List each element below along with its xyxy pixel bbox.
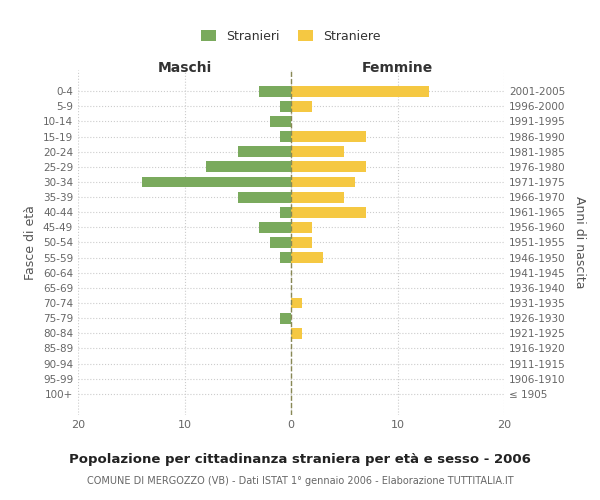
Text: Femmine: Femmine: [362, 61, 433, 75]
Bar: [280, 131, 291, 142]
Bar: [291, 222, 313, 233]
Bar: [291, 252, 323, 263]
Text: Maschi: Maschi: [157, 61, 212, 75]
Y-axis label: Anni di nascita: Anni di nascita: [572, 196, 586, 289]
Legend: Stranieri, Straniere: Stranieri, Straniere: [196, 24, 386, 48]
Bar: [142, 176, 291, 188]
Bar: [238, 146, 291, 157]
Text: COMUNE DI MERGOZZO (VB) - Dati ISTAT 1° gennaio 2006 - Elaborazione TUTTITALIA.I: COMUNE DI MERGOZZO (VB) - Dati ISTAT 1° …: [86, 476, 514, 486]
Bar: [291, 131, 365, 142]
Bar: [259, 222, 291, 233]
Bar: [291, 207, 365, 218]
Bar: [280, 207, 291, 218]
Bar: [291, 86, 430, 96]
Bar: [291, 101, 313, 112]
Bar: [206, 162, 291, 172]
Bar: [280, 101, 291, 112]
Bar: [238, 192, 291, 202]
Y-axis label: Fasce di età: Fasce di età: [25, 205, 37, 280]
Text: Popolazione per cittadinanza straniera per età e sesso - 2006: Popolazione per cittadinanza straniera p…: [69, 452, 531, 466]
Bar: [291, 298, 302, 308]
Bar: [280, 252, 291, 263]
Bar: [291, 146, 344, 157]
Bar: [291, 162, 365, 172]
Bar: [270, 116, 291, 127]
Bar: [259, 86, 291, 96]
Bar: [270, 237, 291, 248]
Bar: [291, 328, 302, 339]
Bar: [280, 312, 291, 324]
Bar: [291, 176, 355, 188]
Bar: [291, 237, 313, 248]
Bar: [291, 192, 344, 202]
